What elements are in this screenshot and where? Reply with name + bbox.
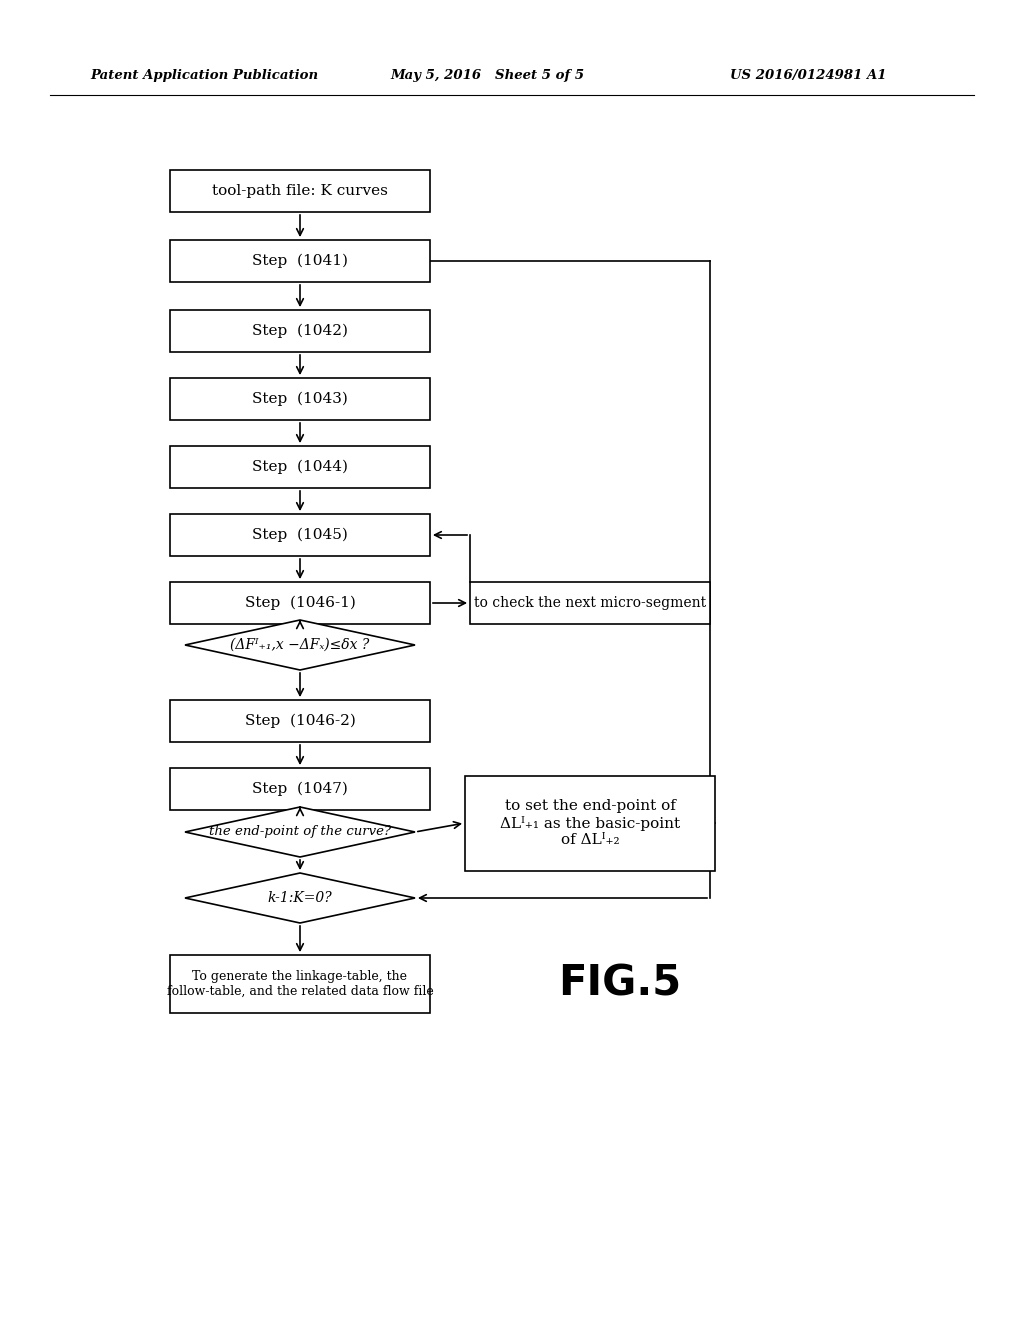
- Text: the end-point of the curve?: the end-point of the curve?: [209, 825, 391, 838]
- Bar: [470, 582, 710, 624]
- Polygon shape: [185, 873, 415, 923]
- Text: to set the end-point of
ΔLᴵ₊₁ as the basic-point
of ΔLᴵ₊₂: to set the end-point of ΔLᴵ₊₁ as the bas…: [500, 799, 680, 847]
- Bar: [170, 513, 430, 556]
- Text: May 5, 2016   Sheet 5 of 5: May 5, 2016 Sheet 5 of 5: [390, 69, 584, 82]
- Text: US 2016/0124981 A1: US 2016/0124981 A1: [730, 69, 887, 82]
- Text: k-1:K=0?: k-1:K=0?: [267, 891, 333, 906]
- Polygon shape: [185, 620, 415, 671]
- Bar: [170, 170, 430, 213]
- Text: to check the next micro-segment: to check the next micro-segment: [474, 597, 707, 610]
- Bar: [170, 700, 430, 742]
- Bar: [170, 240, 430, 282]
- Text: Step  (1047): Step (1047): [252, 781, 348, 796]
- Text: Step  (1043): Step (1043): [252, 392, 348, 407]
- Text: FIG.5: FIG.5: [558, 964, 682, 1005]
- Bar: [170, 582, 430, 624]
- Text: Step  (1044): Step (1044): [252, 459, 348, 474]
- Text: (ΔFᴵ₊₁,x −ΔFₓ)≤δx ?: (ΔFᴵ₊₁,x −ΔFₓ)≤δx ?: [230, 638, 370, 652]
- Bar: [170, 446, 430, 488]
- Text: Step  (1041): Step (1041): [252, 253, 348, 268]
- Bar: [170, 954, 430, 1012]
- Bar: [170, 378, 430, 420]
- Text: Step  (1046-1): Step (1046-1): [245, 595, 355, 610]
- Text: To generate the linkage-table, the
follow-table, and the related data flow file: To generate the linkage-table, the follo…: [167, 970, 433, 998]
- Bar: [465, 776, 715, 870]
- Text: Step  (1042): Step (1042): [252, 323, 348, 338]
- Bar: [170, 768, 430, 810]
- Text: tool-path file: K curves: tool-path file: K curves: [212, 183, 388, 198]
- Text: Step  (1046-2): Step (1046-2): [245, 714, 355, 729]
- Text: Patent Application Publication: Patent Application Publication: [90, 69, 318, 82]
- Text: Step  (1045): Step (1045): [252, 528, 348, 543]
- Bar: [170, 310, 430, 352]
- Polygon shape: [185, 807, 415, 857]
